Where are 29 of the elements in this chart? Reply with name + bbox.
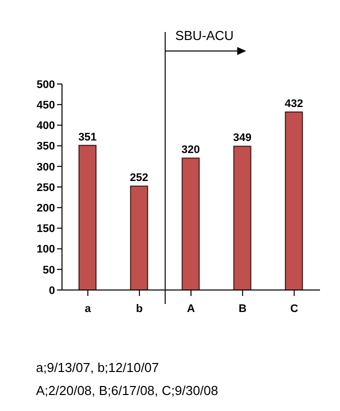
bar bbox=[233, 146, 252, 290]
bar bbox=[78, 144, 96, 290]
x-tick-label: b bbox=[136, 302, 144, 315]
y-tick-label: 350 bbox=[36, 140, 55, 153]
y-tick-label: 150 bbox=[36, 223, 55, 236]
y-tick-label: 450 bbox=[36, 100, 55, 112]
data-label: 432 bbox=[284, 98, 304, 110]
data-label: 320 bbox=[182, 144, 200, 156]
bar bbox=[130, 186, 148, 290]
y-tick-label: 200 bbox=[36, 202, 55, 215]
text: a;9/13/07, b;12/10/07 bbox=[36, 359, 160, 377]
data-label: 351 bbox=[78, 131, 97, 144]
x-tick-label: a bbox=[84, 302, 92, 315]
x-tick-label: B bbox=[238, 302, 247, 315]
data-label: 349 bbox=[233, 132, 252, 144]
text: A;2/20/08, B;6/17/08, C;9/30/08 bbox=[36, 382, 220, 400]
y-tick-label: 300 bbox=[36, 161, 55, 174]
x-tick-label: C bbox=[290, 302, 298, 315]
data-label: 252 bbox=[130, 172, 148, 184]
text: SBU-ACU bbox=[175, 28, 234, 43]
y-tick-label: 500 bbox=[36, 78, 55, 91]
bar bbox=[284, 112, 303, 290]
y-tick-label: 0 bbox=[48, 284, 55, 297]
y-tick-label: 50 bbox=[42, 264, 55, 276]
bar bbox=[182, 158, 200, 290]
y-tick-label: 250 bbox=[36, 182, 55, 194]
y-tick-label: 100 bbox=[36, 244, 55, 256]
y-tick-label: 400 bbox=[36, 120, 55, 132]
x-tick-label: A bbox=[187, 302, 196, 315]
